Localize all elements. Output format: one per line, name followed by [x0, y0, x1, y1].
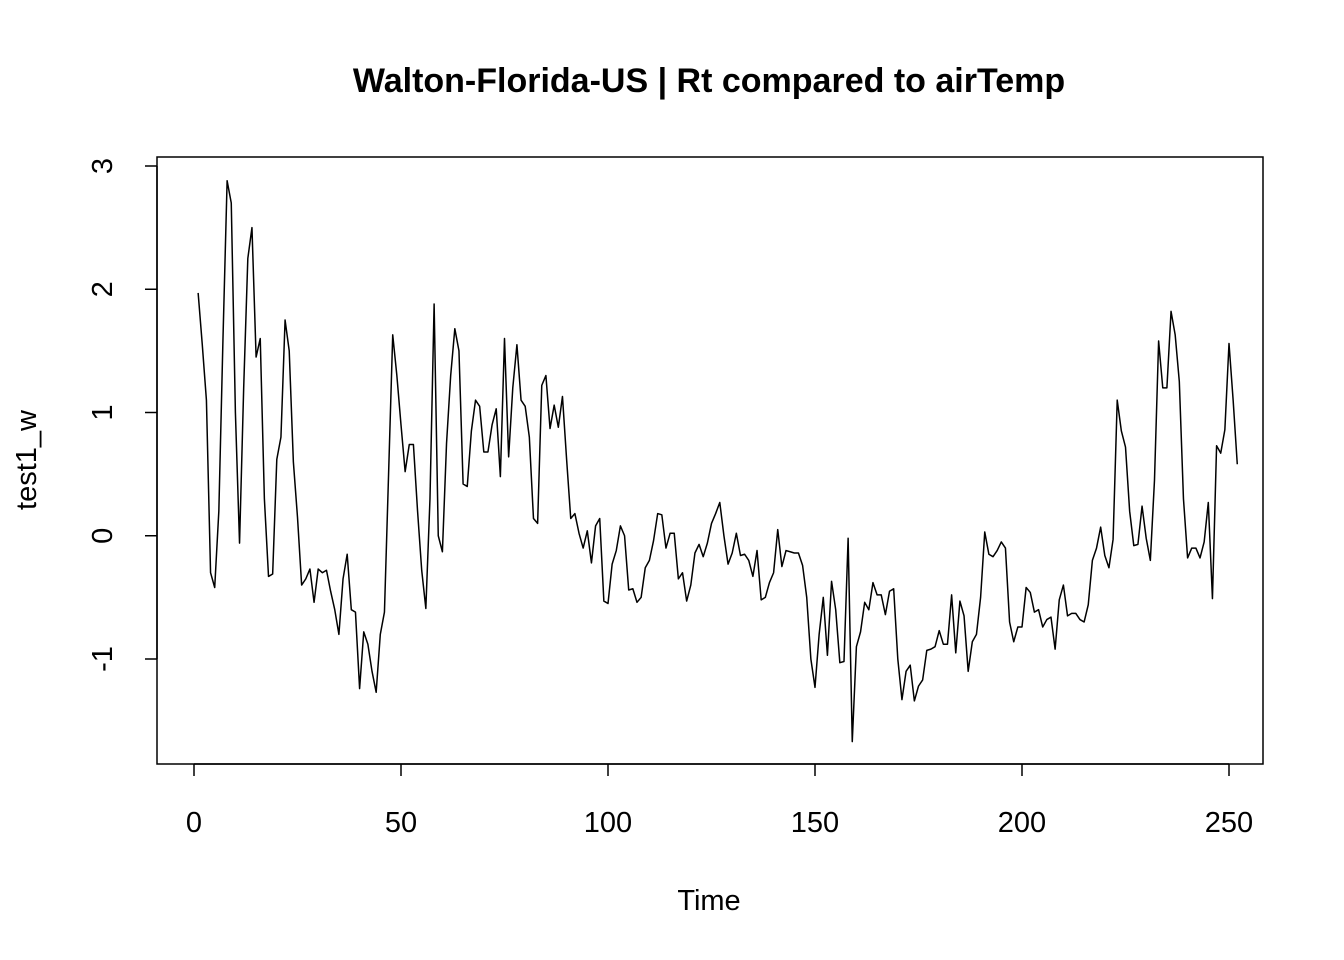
y-tick-label: 2	[87, 281, 119, 297]
y-axis-label: test1_w	[11, 409, 43, 510]
y-axis: -1 0 1 2 3	[87, 158, 158, 672]
y-tick-label: 0	[87, 528, 119, 544]
y-tick-label: -1	[87, 646, 119, 672]
x-axis: 0 50 100 150 200 250	[186, 763, 1253, 839]
series-line	[197, 180, 1239, 743]
x-tick-label: 50	[385, 807, 417, 839]
x-tick-label: 150	[791, 807, 839, 839]
y-tick-label: 1	[87, 404, 119, 420]
chart-title: Walton-Florida-US | Rt compared to airTe…	[353, 62, 1065, 100]
plot-frame	[156, 156, 1264, 765]
x-axis-label: Time	[677, 885, 740, 917]
y-tick-label: 3	[87, 158, 119, 174]
x-tick-label: 100	[584, 807, 632, 839]
x-tick-label: 0	[186, 807, 202, 839]
x-tick-label: 250	[1205, 807, 1253, 839]
x-tick-label: 200	[998, 807, 1046, 839]
